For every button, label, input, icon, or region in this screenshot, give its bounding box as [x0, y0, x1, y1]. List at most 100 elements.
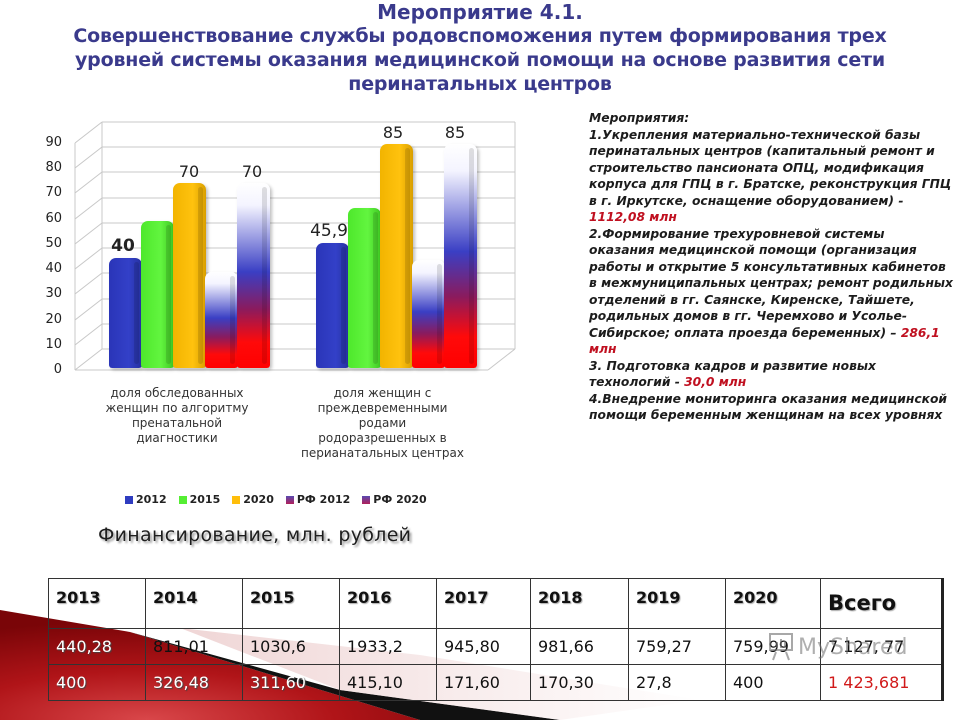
- label-g1-2012: 40: [111, 236, 135, 256]
- table-cell: 326,48: [145, 664, 243, 701]
- table-cell: 400: [725, 664, 821, 701]
- bar-g1-2020: [173, 183, 206, 368]
- table-cell: 440,28: [48, 628, 146, 665]
- label-g2-2020: 85: [382, 123, 404, 142]
- table-cell: 311,60: [242, 664, 340, 701]
- measure-amount: 30,0 млн: [684, 375, 747, 389]
- category-label-line: диагностики: [136, 431, 218, 445]
- bar-g2-2020: [380, 144, 413, 368]
- table-header: 2017: [436, 578, 531, 629]
- category-label-2: доля женщин с преждевременными родами ро…: [290, 386, 475, 461]
- legend-swatch-icon: [285, 495, 294, 504]
- measure-amount: 1112,08 млн: [589, 210, 677, 224]
- y-tick: 50: [45, 236, 62, 251]
- table-cell: 1030,6: [242, 628, 340, 665]
- table-cell: 415,10: [339, 664, 437, 701]
- table-cell-total: 1 423,681: [820, 664, 944, 701]
- legend-label: 2020: [243, 493, 274, 506]
- table-cell: 811,01: [145, 628, 243, 665]
- label-g2-rf2020: 85: [444, 123, 466, 142]
- legend-label: РФ 2020: [373, 493, 427, 506]
- measure-text: 1.Укрепления материально-технической баз…: [589, 127, 952, 208]
- table-row: 440,28 811,01 1030,6 1933,2 945,80 981,6…: [48, 628, 944, 665]
- legend-item-2012: 2012: [125, 493, 167, 506]
- table-cell: 171,60: [436, 664, 531, 701]
- table-cell: 27,8: [628, 664, 726, 701]
- bar-g2-2012: [316, 243, 349, 368]
- y-tick: 90: [45, 135, 62, 150]
- title-line-1: Мероприятие 4.1.: [377, 0, 583, 24]
- table-cell: 170,30: [530, 664, 629, 701]
- table-header: 2013: [48, 578, 146, 629]
- table-row: 400 326,48 311,60 415,10 171,60 170,30 2…: [48, 664, 944, 701]
- category-label-line: женщин по алгоритму: [105, 401, 249, 415]
- measure-item-2: 2.Формирование трехуровневой системы ока…: [589, 226, 954, 358]
- measures-list: Мероприятия: 1.Укрепления материально-те…: [589, 110, 954, 424]
- chart-legend: 2012 2015 2020 РФ 2012 РФ 2020: [125, 493, 427, 506]
- y-tick: 70: [45, 185, 62, 200]
- y-tick: 20: [45, 312, 62, 327]
- table-cell-total: 7 127, 77: [820, 628, 944, 665]
- category-label-line: родоразрешенных в: [318, 431, 447, 445]
- legend-label: 2012: [136, 493, 167, 506]
- measure-item-4: 4.Внедрение мониторинга оказания медицин…: [589, 391, 948, 423]
- legend-item-2020: 2020: [232, 493, 274, 506]
- legend-item-rf2020: РФ 2020: [362, 493, 427, 506]
- watermark: MyShared: [768, 632, 907, 662]
- y-tick: 10: [45, 337, 62, 352]
- presentation-icon: [769, 633, 793, 661]
- table-header: 2020: [725, 578, 821, 629]
- legend-swatch-icon: [362, 495, 371, 504]
- slide-title: Мероприятие 4.1. Совершенствование служб…: [0, 0, 960, 96]
- y-tick: 40: [45, 261, 62, 276]
- title-line-2: Совершенствование службы родовспоможения…: [73, 25, 887, 47]
- legend-swatch-icon: [178, 495, 187, 504]
- y-tick: 80: [45, 160, 62, 175]
- label-g2-2012: 45,9: [310, 221, 348, 241]
- measure-item-3: 3. Подготовка кадров и развитие новых те…: [589, 358, 954, 391]
- table-cell: 1933,2: [339, 628, 437, 665]
- financing-table: 2013 2014 2015 2016 2017 2018 2019 2020 …: [48, 578, 944, 701]
- label-g1-rf2020: 70: [241, 162, 263, 181]
- title-line-3: уровней системы оказания медицинской пом…: [75, 49, 885, 71]
- table-header-total: Всего: [820, 578, 944, 629]
- category-label-line: перианатальных центрах: [301, 446, 464, 460]
- measure-amount: 286,1 млн: [589, 325, 940, 357]
- legend-item-rf2012: РФ 2012: [285, 493, 351, 506]
- table-header: 2014: [145, 578, 243, 629]
- bar-g1-rf2012: [205, 272, 238, 368]
- bar-g1-rf2020: [237, 183, 270, 368]
- measure-text: 2.Формирование трехуровневой системы ока…: [589, 226, 953, 340]
- title-line-4: перинатальных центров: [348, 73, 612, 95]
- table-cell: 945,80: [436, 628, 531, 665]
- bar-g1-2012: [109, 258, 142, 368]
- bar-g2-rf2012: [412, 260, 445, 368]
- financing-label: Финансирование, млн. рублей: [98, 524, 412, 546]
- table-header-row: 2013 2014 2015 2016 2017 2018 2019 2020 …: [48, 578, 944, 629]
- category-label-line: пренатальной: [131, 416, 223, 430]
- measures-heading: Мероприятия:: [589, 111, 690, 125]
- measure-text: 3. Подготовка кадров и развитие новых те…: [589, 358, 876, 390]
- category-label-1: доля обследованных женщин по алгоритму п…: [92, 386, 262, 446]
- table-header: 2018: [530, 578, 629, 629]
- legend-label: РФ 2012: [296, 493, 351, 506]
- bar-g2-2015: [348, 208, 381, 368]
- table-header: 2019: [628, 578, 726, 629]
- category-label-line: преждевременными: [317, 401, 448, 415]
- legend-label: 2015: [189, 493, 221, 506]
- bar-g1-2015: [141, 221, 174, 368]
- y-tick: 60: [45, 211, 62, 226]
- table-header: 2016: [339, 578, 437, 629]
- bar-g2-rf2020: [444, 144, 477, 368]
- table-header: 2015: [242, 578, 340, 629]
- watermark-text: MyShared: [798, 634, 908, 660]
- category-label-line: доля обследованных: [110, 386, 244, 400]
- measure-item-1: 1.Укрепления материально-технической баз…: [589, 127, 954, 226]
- table-cell: 759,27: [628, 628, 726, 665]
- category-label-line: доля женщин с: [333, 386, 432, 400]
- legend-swatch-icon: [125, 495, 133, 504]
- legend-item-2015: 2015: [178, 493, 221, 506]
- table-cell: 981,66: [530, 628, 629, 665]
- legend-swatch-icon: [232, 495, 241, 504]
- y-tick: 0: [53, 362, 62, 377]
